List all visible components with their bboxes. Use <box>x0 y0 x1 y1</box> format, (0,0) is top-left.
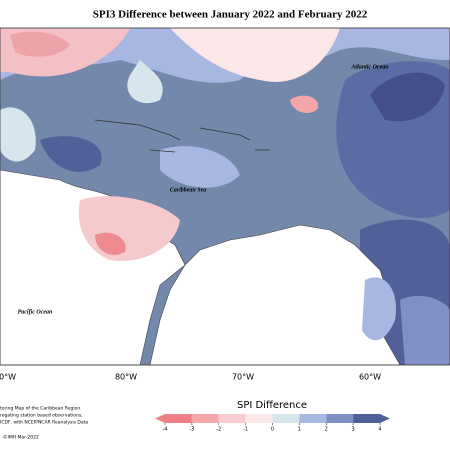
credit: ©IMH Mar-2022 <box>3 434 39 441</box>
sea-label: Caribbean Sea <box>170 187 207 193</box>
colorbar-segment <box>326 414 354 423</box>
longitude-label: 80°W <box>115 373 137 382</box>
longitude-label: 70°W <box>232 373 254 382</box>
colorbar-tick-label: -3 <box>189 427 194 433</box>
colorbar-tick-label: 1 <box>298 427 301 433</box>
colorbar-segment <box>353 414 380 423</box>
legend-title: SPI Difference <box>237 400 307 411</box>
longitude-label: 90°W <box>0 373 16 382</box>
ocean-label: Atlantic Ocean <box>350 64 389 70</box>
colorbar-segment <box>299 414 327 423</box>
colorbar-end <box>155 414 165 423</box>
colorbar-tick-label: -2 <box>216 427 221 433</box>
map <box>0 27 450 366</box>
colorbar-segment <box>218 414 246 423</box>
colorbar-tick-label: 2 <box>325 427 328 433</box>
colorbar-segment <box>191 414 219 423</box>
colorbar-end <box>380 414 390 423</box>
ocean-label: Pacific Ocean <box>18 309 53 315</box>
footnote: regating station based observations, <box>0 413 83 419</box>
colorbar-tick-label: -1 <box>243 427 248 433</box>
colorbar-segment <box>245 414 273 423</box>
longitude-label: 60°W <box>359 373 381 382</box>
title: SPI3 Difference between January 2022 and… <box>93 9 368 21</box>
colorbar-segment <box>165 414 192 423</box>
colorbar-tick-label: 0 <box>271 427 274 433</box>
colorbar-tick-label: 4 <box>378 427 381 433</box>
colorbar-tick-label: 3 <box>352 427 355 433</box>
footnote: ICDF, with NCEP/NCAR Reanalysis Data <box>0 420 88 426</box>
colorbar-tick-label: -4 <box>163 427 168 433</box>
footnote: toring Map of the Caribbean Region. <box>0 406 82 412</box>
colorbar-segment <box>272 414 300 423</box>
